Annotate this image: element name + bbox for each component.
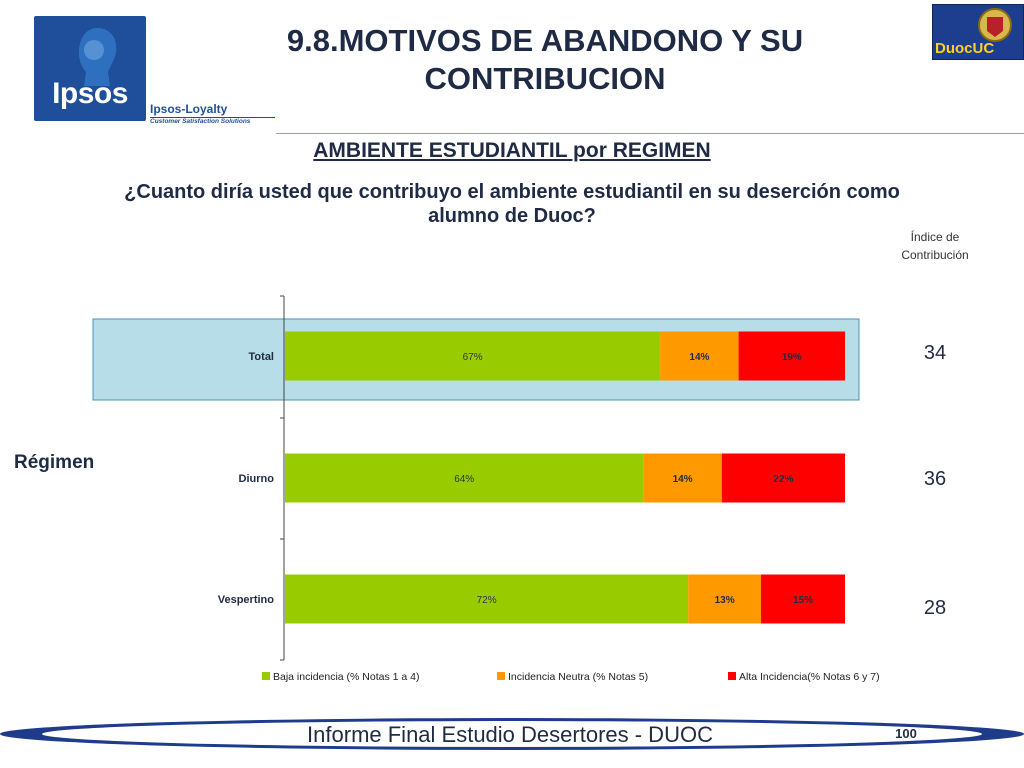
- bar-segment: [688, 574, 761, 624]
- bar-segment: [660, 331, 739, 381]
- category-label: Diurno: [239, 473, 275, 485]
- ipsos-logo: Ipsos: [34, 16, 146, 121]
- page-title: 9.8.MOTIVOS DE ABANDONO Y SU CONTRIBUCIO…: [230, 22, 860, 98]
- page-number: 100: [895, 726, 917, 741]
- legend-swatch: [497, 672, 505, 680]
- loyalty-tagline: Customer Satisfaction Solutions: [150, 118, 251, 125]
- bar-data-label: 19%: [782, 352, 802, 363]
- loyalty-title: Ipsos-Loyalty: [150, 102, 275, 118]
- index-value-vespertino: 28: [923, 597, 947, 619]
- bar-data-label: 14%: [673, 474, 693, 485]
- page-title-line1: 9.8.MOTIVOS DE ABANDONO Y SU: [286, 23, 804, 58]
- category-label: Total: [249, 351, 274, 363]
- stacked-bar-chart: 67% 14% 19% 64% 14% 22% 72% 13% 15% Total Diurno V…: [92, 295, 880, 683]
- footer-title: Informe Final Estudio Desertores - DUOC: [307, 722, 713, 747]
- index-header: Índice de Contribución: [880, 228, 990, 264]
- index-value-total: 34: [923, 342, 947, 364]
- bar-segment: [285, 453, 644, 503]
- bar-segment: [761, 574, 845, 624]
- chart-subtitle: AMBIENTE ESTUDIANTIL por REGIMEN: [313, 139, 711, 162]
- duoc-logo: DuocUC: [932, 4, 1024, 60]
- bar-segment: [285, 574, 689, 624]
- page-title-line2: CONTRIBUCION: [424, 61, 666, 96]
- bar-data-label: 22%: [773, 474, 793, 485]
- index-header-line1: Índice de: [910, 230, 960, 244]
- duoc-shield-icon: [978, 8, 1012, 42]
- title-divider: [276, 133, 1024, 134]
- bar-segment: [285, 331, 661, 381]
- duoc-logo-text: DuocUC: [935, 40, 995, 57]
- survey-question-line2: alumno de Duoc?: [428, 205, 596, 227]
- bar-data-label: 64%: [454, 474, 474, 485]
- bar-data-label: 13%: [715, 595, 735, 606]
- bar-data-label: 67%: [463, 352, 483, 363]
- category-label: Vespertino: [218, 594, 275, 606]
- legend-swatch: [728, 672, 736, 680]
- index-header-line2: Contribución: [901, 248, 969, 262]
- ipsos-loyalty-logo: Ipsos-Loyalty Customer Satisfaction Solu…: [150, 102, 275, 125]
- bar-segment: [643, 453, 722, 503]
- bar-data-label: 72%: [477, 595, 497, 606]
- legend-label: Baja incidencia (% Notas 1 a 4): [273, 671, 420, 683]
- ipsos-face-icon: [78, 28, 117, 86]
- footer-band: [0, 718, 1024, 750]
- bar-segment: [738, 331, 845, 381]
- legend-label: Alta Incidencia(% Notas 6 y 7): [739, 671, 880, 683]
- ipsos-brand-text: Ipsos: [52, 77, 128, 110]
- legend-swatch: [262, 672, 270, 680]
- survey-question-line1: ¿Cuanto diría usted que contribuyo el am…: [124, 181, 900, 203]
- index-value-diurno: 36: [923, 468, 947, 490]
- bar-data-label: 15%: [793, 595, 813, 606]
- bar-segment: [721, 453, 845, 503]
- survey-question: ¿Cuanto diría usted que contribuyo el am…: [60, 180, 964, 228]
- bar-data-label: 14%: [689, 352, 709, 363]
- legend-label: Incidencia Neutra (% Notas 5): [508, 671, 648, 683]
- regimen-label: Régimen: [14, 452, 95, 473]
